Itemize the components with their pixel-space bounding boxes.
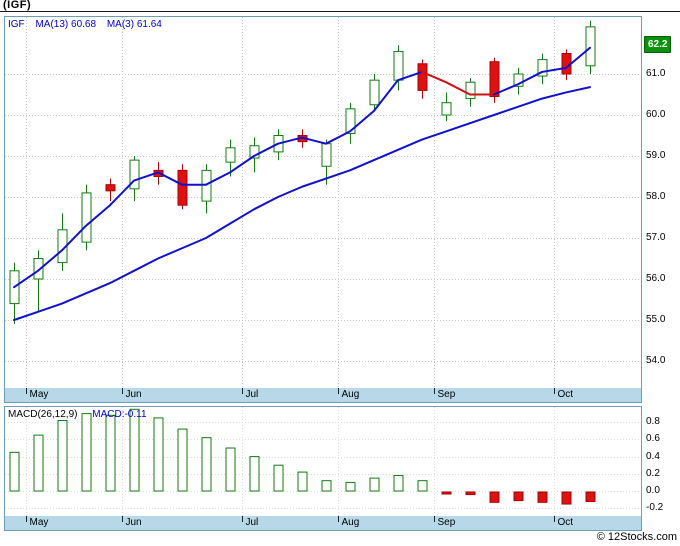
x-axis-label: Aug	[341, 517, 360, 528]
y-axis-label: 0.2	[646, 467, 660, 479]
ticker-label: IGF	[8, 19, 25, 30]
candle-body	[585, 26, 596, 67]
macd-bar-up	[297, 471, 308, 492]
y-axis-label: 0.8	[646, 416, 660, 428]
macd-bar-up	[273, 464, 284, 492]
x-axis-label: Jul	[245, 517, 259, 528]
candle-body	[177, 169, 188, 206]
macd-bar-up	[9, 451, 20, 492]
macd-bar-up	[129, 408, 140, 492]
main-chart-frame	[4, 16, 642, 403]
last-price-badge: 62.2	[644, 36, 672, 53]
y-axis-label: 0.0	[646, 485, 660, 496]
ma13-legend: MA(13) 60.68	[35, 19, 97, 30]
candle-body	[129, 159, 140, 190]
x-axis-label: Jul	[245, 389, 259, 400]
x-axis-label: Aug	[341, 389, 360, 400]
macd-bar-up	[177, 428, 188, 492]
ma13-line	[13, 86, 591, 321]
ma3-line	[13, 70, 423, 289]
macd-params-label: MACD(26,12,9)	[8, 409, 78, 420]
macd-bar-up	[393, 475, 404, 492]
x-axis-label: Jun	[125, 517, 142, 528]
macd-bar-down	[561, 491, 572, 505]
candle-body	[513, 73, 524, 87]
macd-bar-up	[57, 419, 68, 492]
macd-bar-up	[201, 437, 212, 492]
candle-body	[393, 50, 404, 81]
x-axis-label: May	[29, 517, 49, 528]
candle-body	[441, 102, 452, 116]
y-axis-label: 54.0	[646, 355, 666, 366]
candle-body	[537, 59, 548, 77]
macd-bar-up	[417, 480, 428, 492]
y-axis-label: 57.0	[646, 232, 666, 243]
macd-bar-up	[153, 417, 164, 492]
candle-body	[369, 79, 380, 106]
x-axis-label: May	[29, 389, 49, 400]
macd-bar-down	[465, 491, 476, 496]
macd-bar-down	[489, 491, 500, 503]
macd-bar-up	[345, 481, 356, 492]
x-axis-band-macd	[5, 516, 641, 531]
x-axis-label: Oct	[557, 389, 574, 400]
macd-bar-up	[321, 480, 332, 492]
y-axis-label: 56.0	[646, 273, 666, 284]
candle-body	[201, 169, 212, 202]
candle-body	[489, 61, 500, 98]
x-axis-label: Sep	[437, 389, 456, 400]
ma3-line-alert	[421, 70, 495, 96]
macd-bar-up	[33, 434, 44, 492]
copyright-label: © 12Stocks.com	[596, 531, 677, 543]
macd-bar-up	[105, 414, 116, 492]
candle-body	[321, 143, 332, 167]
x-axis-band-main	[5, 388, 641, 403]
page-title: (IGF)	[3, 0, 32, 11]
y-axis-label: 58.0	[646, 191, 666, 202]
candle-body	[345, 108, 356, 134]
ma3-line	[493, 46, 591, 96]
candle-body	[225, 147, 236, 163]
candle-body	[417, 63, 428, 91]
y-axis-label: 55.0	[646, 314, 666, 325]
y-axis-label: 0.6	[646, 433, 660, 445]
x-axis-label: Jun	[125, 389, 142, 400]
macd-bar-up	[249, 456, 260, 492]
y-axis-label: 60.0	[646, 109, 666, 120]
candle-body	[33, 258, 44, 280]
title-divider	[0, 11, 680, 12]
x-axis-label: Sep	[437, 517, 456, 528]
y-axis-label: 61.0	[646, 68, 666, 79]
macd-bar-down	[537, 491, 548, 503]
ma3-legend: MA(3) 61.64	[106, 19, 162, 30]
candle-body	[81, 192, 92, 243]
macd-frame	[4, 406, 642, 531]
macd-bar-up	[81, 413, 92, 492]
x-axis-label: Oct	[557, 517, 574, 528]
macd-bar-up	[225, 447, 236, 492]
macd-bar-down	[441, 491, 452, 495]
macd-header: MACD(26,12,9) MACD:-0.11	[8, 409, 159, 420]
y-axis-label: -0.2	[646, 502, 664, 514]
main-chart-header: IGF MA(13) 60.68 MA(3) 61.64	[8, 19, 170, 30]
y-axis-label: 59.0	[646, 150, 666, 161]
macd-bar-up	[369, 477, 380, 492]
y-axis-label: 0.4	[646, 450, 660, 462]
candle-body	[105, 184, 116, 192]
macd-value-label: MACD:-0.11	[92, 409, 147, 420]
candle-body	[465, 81, 476, 100]
candle-body	[249, 145, 260, 159]
macd-bar-down	[585, 491, 596, 502]
macd-bar-down	[513, 491, 524, 502]
